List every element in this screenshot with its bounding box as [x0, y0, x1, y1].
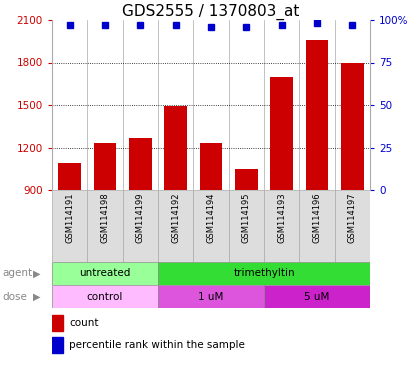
Text: GSM114198: GSM114198	[100, 192, 109, 243]
Bar	[52, 285, 157, 308]
Text: ▶: ▶	[33, 291, 40, 301]
Text: dose: dose	[2, 291, 27, 301]
Bar	[52, 336, 63, 353]
Bar	[164, 106, 187, 190]
Bar	[340, 63, 363, 190]
Bar	[128, 137, 151, 190]
Text: 1 uM: 1 uM	[198, 291, 223, 301]
Bar	[193, 190, 228, 262]
Text: GSM114197: GSM114197	[347, 192, 356, 243]
Text: GSM114199: GSM114199	[135, 192, 144, 243]
Bar	[93, 143, 116, 190]
Text: GSM114194: GSM114194	[206, 192, 215, 243]
Bar	[122, 190, 157, 262]
Bar	[157, 285, 263, 308]
Bar	[270, 77, 292, 190]
Bar	[52, 315, 63, 331]
Bar	[228, 190, 263, 262]
Bar	[263, 190, 299, 262]
Bar	[299, 190, 334, 262]
Text: untreated: untreated	[79, 268, 130, 278]
Bar	[234, 169, 257, 190]
Bar	[52, 262, 157, 285]
Text: 5 uM: 5 uM	[303, 291, 329, 301]
Bar	[199, 143, 222, 190]
Text: agent: agent	[2, 268, 32, 278]
Text: trimethyltin: trimethyltin	[233, 268, 294, 278]
Bar	[157, 190, 193, 262]
Text: control: control	[87, 291, 123, 301]
Text: percentile rank within the sample: percentile rank within the sample	[69, 340, 245, 350]
Text: ▶: ▶	[33, 268, 40, 278]
Bar	[52, 190, 87, 262]
Text: GSM114191: GSM114191	[65, 192, 74, 243]
Bar	[87, 190, 122, 262]
Bar	[334, 190, 369, 262]
Text: GSM114196: GSM114196	[312, 192, 321, 243]
Text: GSM114195: GSM114195	[241, 192, 250, 243]
Title: GDS2555 / 1370803_at: GDS2555 / 1370803_at	[122, 4, 299, 20]
Bar	[305, 40, 328, 190]
Text: GSM114192: GSM114192	[171, 192, 180, 243]
Bar	[157, 262, 369, 285]
Text: GSM114193: GSM114193	[276, 192, 285, 243]
Text: count: count	[69, 318, 99, 328]
Bar	[263, 285, 369, 308]
Bar	[58, 163, 81, 190]
